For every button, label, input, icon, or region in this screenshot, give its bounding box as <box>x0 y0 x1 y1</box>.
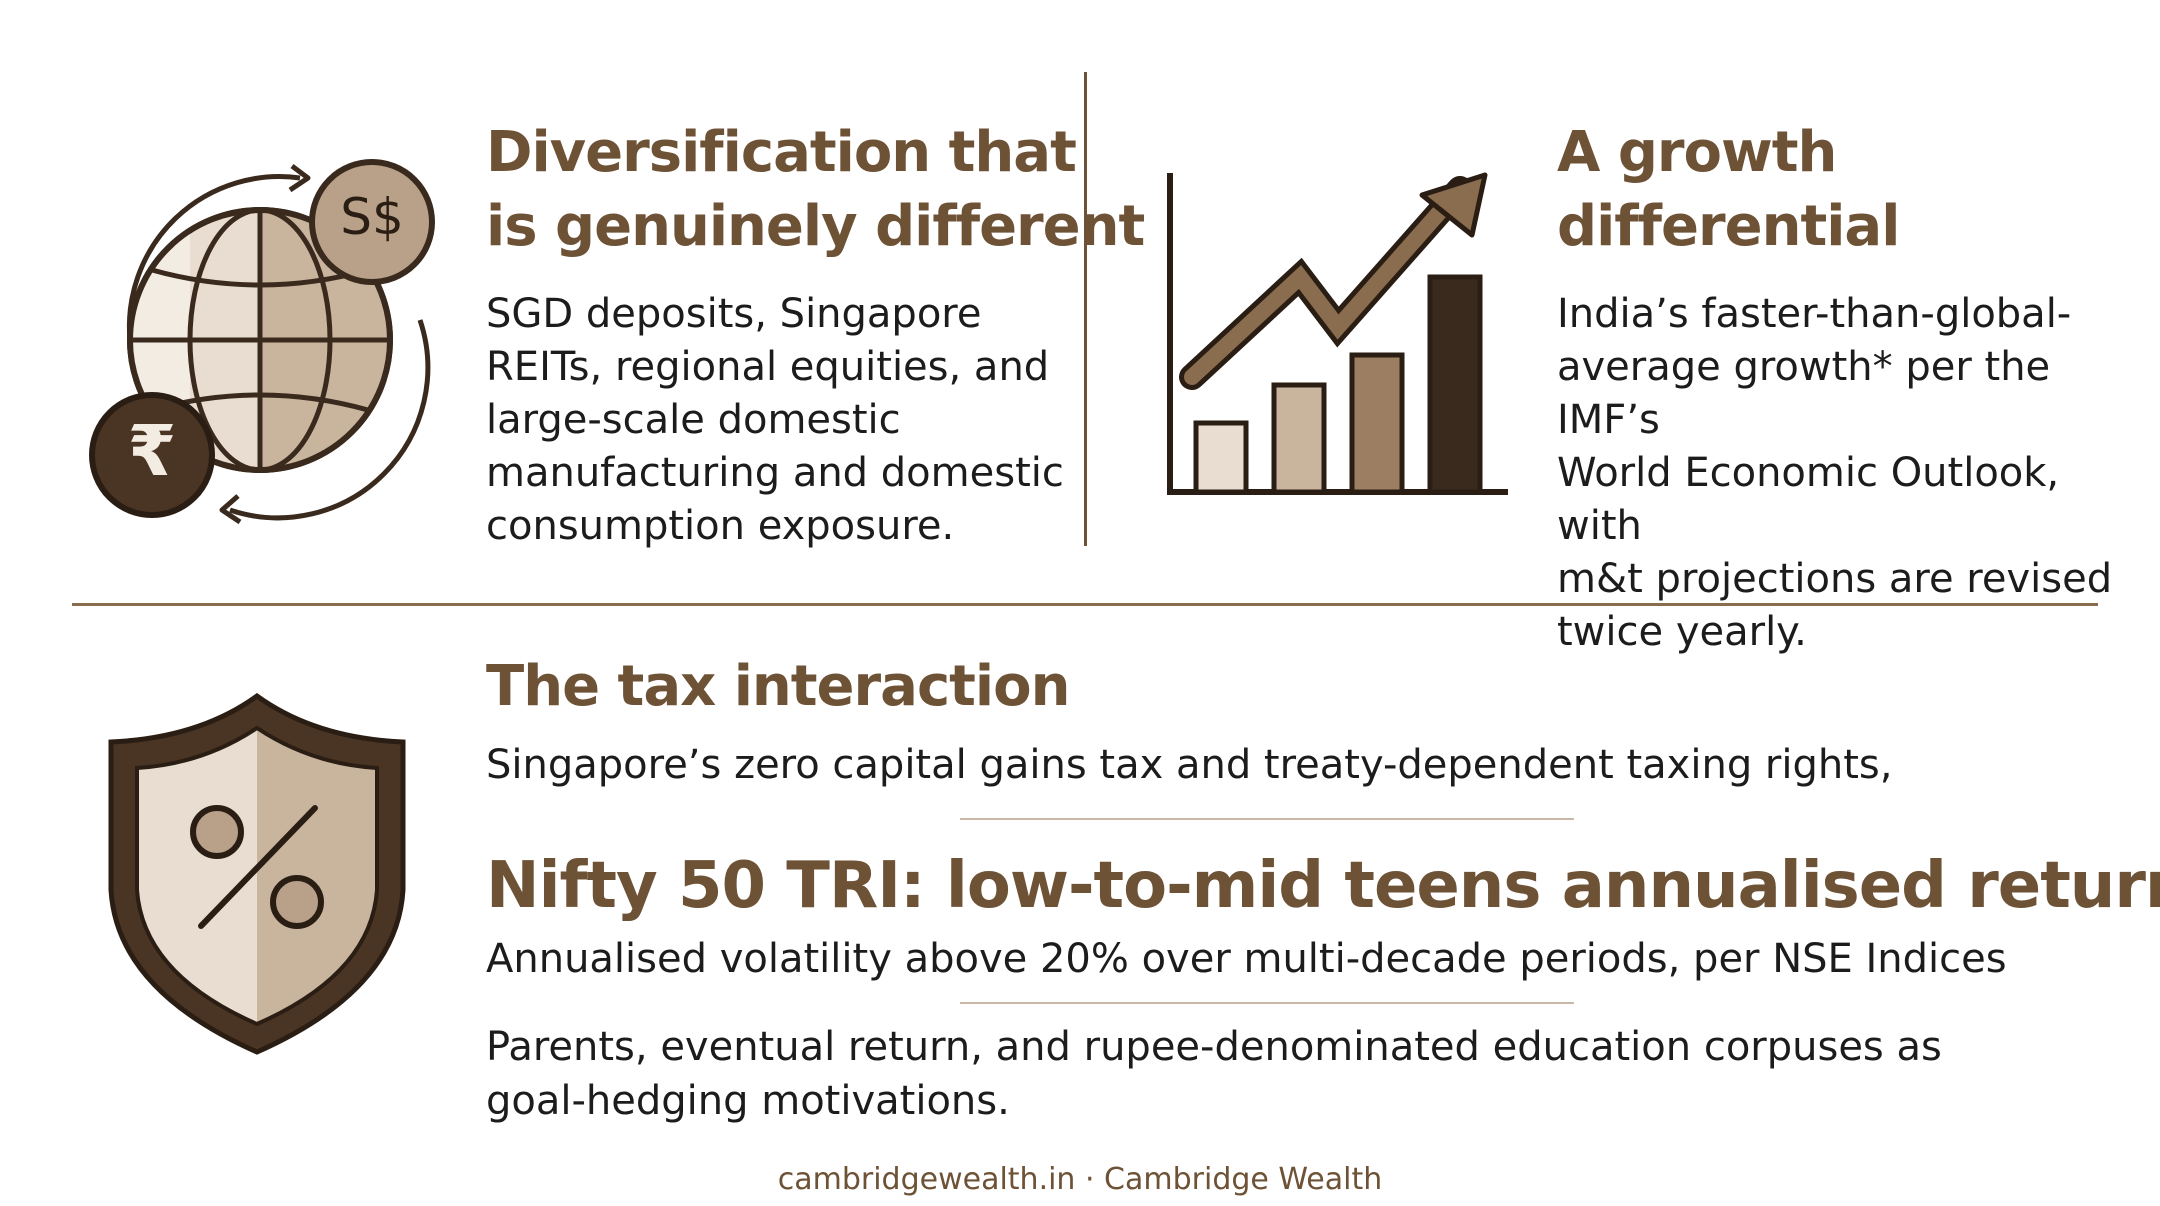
diversification-body-line: manufacturing and domestic <box>486 450 1064 496</box>
tax-body: Singapore’s zero capital gains tax and t… <box>486 742 1893 788</box>
goals-text: Parents, eventual return, and rupee-deno… <box>486 1020 1942 1128</box>
shield-percent-icon <box>108 692 406 1055</box>
diversification-body-line: SGD deposits, Singapore <box>486 291 982 337</box>
growth-chart-icon <box>1167 172 1508 495</box>
volatility-text: Annualised volatility above 20% over mul… <box>486 936 2007 982</box>
growth-body-line: India’s faster-than-global- <box>1557 291 2072 337</box>
tax-title: The tax interaction <box>486 654 1070 719</box>
growth-title-line1: A growth <box>1557 120 1837 185</box>
rupee-badge-label: ₹ <box>127 410 177 492</box>
footer-credit: cambridgewealth.in · Cambridge Wealth <box>777 1162 1383 1197</box>
nifty-return-highlight: Nifty 50 TRI: low-to-mid teens annualise… <box>486 849 2160 923</box>
section-rule <box>960 818 1574 820</box>
growth-body-line: World Economic Outlook, with <box>1557 450 2060 549</box>
goals-text-line: Parents, eventual return, and rupee-deno… <box>486 1024 1942 1070</box>
growth-body: India’s faster-than-global- average grow… <box>1557 288 2147 659</box>
horizontal-divider <box>72 603 2098 606</box>
sgd-badge-label: S$ <box>340 188 404 246</box>
diversification-body-line: REITs, regional equities, and <box>486 344 1050 390</box>
growth-body-line: average growth* per the IMF’s <box>1557 344 2051 443</box>
diversification-title-line1: Diversification that <box>486 120 1077 185</box>
growth-body-line: m&t projections are revised <box>1557 556 2113 602</box>
growth-title: A growth differential <box>1557 116 1900 264</box>
growth-body-line: twice yearly. <box>1557 609 1807 655</box>
diversification-body-line: consumption exposure. <box>486 503 955 549</box>
goals-text-line: goal-hedging motivations. <box>486 1078 1010 1124</box>
section-rule <box>960 1002 1574 1004</box>
vertical-divider <box>1084 72 1087 546</box>
diversification-title: Diversification that is genuinely differ… <box>486 116 1145 264</box>
diversification-body: SGD deposits, Singapore REITs, regional … <box>486 288 1086 553</box>
diversification-title-line2: is genuinely different <box>486 194 1145 259</box>
growth-title-line2: differential <box>1557 194 1900 259</box>
diversification-body-line: large-scale domestic <box>486 397 901 443</box>
globe-currency-icon <box>89 159 435 525</box>
